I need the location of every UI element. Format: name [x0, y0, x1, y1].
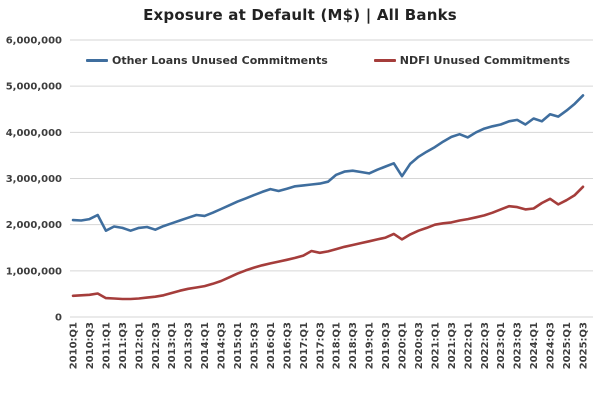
legend-label-ndfi: NDFI Unused Commitments — [399, 53, 571, 67]
x-tick-label: 2020:Q1 — [398, 322, 409, 369]
x-tick-label: 2015:Q3 — [249, 322, 260, 369]
x-tick-label: 2025:Q3 — [579, 322, 590, 369]
x-tick-label: 2018:Q3 — [348, 322, 359, 369]
x-tick-label: 2024:Q3 — [546, 322, 557, 369]
y-tick-label: 1,000,000 — [6, 266, 62, 277]
x-tick-label: 2010:Q1 — [69, 322, 80, 369]
x-tick-label: 2011:Q1 — [101, 322, 112, 369]
x-tick-label: 2015:Q1 — [233, 322, 244, 369]
y-tick-label: 2,000,000 — [6, 220, 62, 231]
chart-title: Exposure at Default (M$) | All Banks — [143, 6, 457, 24]
x-tick-label: 2025:Q1 — [562, 322, 573, 369]
legend-item-ndfi: NDFI Unused Commitments — [373, 53, 571, 67]
x-tick-label: 2016:Q1 — [266, 322, 277, 369]
x-tick-label: 2012:Q1 — [134, 322, 145, 369]
x-tick-label: 2019:Q1 — [365, 322, 376, 369]
x-tick-label: 2010:Q3 — [85, 322, 96, 369]
x-tick-label: 2019:Q3 — [381, 322, 392, 369]
x-tick-label: 2020:Q3 — [414, 322, 425, 369]
x-tick-label: 2022:Q1 — [463, 322, 474, 369]
y-tick-label: 3,000,000 — [6, 174, 62, 185]
series-line-other-loans — [71, 94, 585, 232]
x-tick-label: 2024:Q1 — [529, 322, 540, 369]
legend-label-other-loans: Other Loans Unused Commitments — [111, 53, 328, 67]
x-tick-label: 2021:Q3 — [447, 322, 458, 369]
y-tick-label: 0 — [55, 313, 62, 324]
x-tick-label: 2016:Q3 — [282, 322, 293, 369]
x-tick-label: 2012:Q3 — [151, 322, 162, 369]
x-tick-label: 2017:Q1 — [299, 322, 310, 369]
legend: Other Loans Unused Commitments NDFI Unus… — [73, 52, 583, 68]
y-tick-label: 5,000,000 — [6, 82, 62, 93]
x-tick-label: 2013:Q1 — [167, 322, 178, 369]
series-line-ndfi — [71, 185, 585, 301]
x-tick-label: 2017:Q3 — [315, 322, 326, 369]
x-tick-label: 2014:Q3 — [217, 322, 228, 369]
y-tick-label: 6,000,000 — [6, 36, 62, 47]
y-tick-label: 4,000,000 — [6, 128, 62, 139]
x-tick-label: 2011:Q3 — [118, 322, 129, 369]
x-tick-label: 2023:Q3 — [513, 322, 524, 369]
x-tick-label: 2018:Q1 — [332, 322, 343, 369]
x-tick-label: 2022:Q3 — [480, 322, 491, 369]
x-tick-label: 2023:Q1 — [496, 322, 507, 369]
legend-swatch-ndfi — [373, 58, 396, 62]
x-tick-label: 2013:Q3 — [184, 322, 195, 369]
x-tick-label: 2021:Q1 — [430, 322, 441, 369]
x-tick-label: 2014:Q1 — [200, 322, 211, 369]
legend-swatch-other-loans — [85, 58, 108, 62]
legend-item-other-loans: Other Loans Unused Commitments — [85, 53, 328, 67]
